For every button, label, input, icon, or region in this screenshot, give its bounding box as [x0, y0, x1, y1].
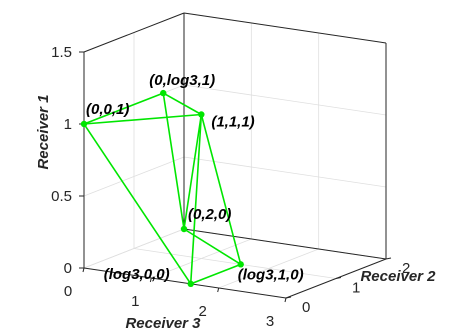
x-tick-mark	[217, 287, 220, 293]
z-tick-label: 1.5	[51, 44, 72, 61]
data-point	[237, 261, 244, 268]
y-tick-mark	[385, 257, 392, 260]
data-point	[187, 280, 194, 288]
edge	[83, 113, 202, 125]
grid-line	[183, 84, 387, 116]
x-tick-mark	[149, 277, 152, 283]
edge	[83, 92, 164, 125]
x-tick-mark	[284, 297, 287, 303]
x-axis-label: Receiver 3	[125, 315, 201, 332]
points	[80, 89, 244, 288]
x-tick-label: 2	[198, 303, 206, 320]
axis-box-edge	[83, 12, 185, 53]
y-tick-mark	[335, 277, 342, 279]
point-labels: (0,0,1) (0,log3,1) (1,1,1) (0,2,0) (log3,0,0…	[86, 72, 304, 283]
tick-labels: 0 1 2 3 0 1 2 0 0.5 1 1.5	[51, 44, 410, 330]
point-label: (1,1,1)	[211, 114, 254, 131]
x-tick-label: 1	[131, 293, 139, 310]
x-tick-label: 3	[266, 313, 274, 330]
axis-box-edge	[183, 228, 387, 260]
point-label: (0,0,1)	[86, 101, 129, 118]
grid-line	[183, 156, 387, 188]
data-point	[160, 89, 167, 97]
edges	[83, 92, 242, 285]
data-point	[180, 225, 188, 233]
point-label: (log3,1,0)	[238, 266, 304, 283]
z-axis-label: Receiver 1	[35, 94, 52, 169]
edge	[162, 92, 202, 116]
data-point	[198, 111, 205, 118]
grid-line	[133, 248, 337, 279]
edge	[200, 114, 242, 265]
edge	[83, 123, 192, 285]
edge	[183, 228, 242, 266]
point-label: (0,log3,1)	[149, 72, 215, 89]
x-tick-mark	[82, 267, 85, 273]
point-label: (0,2,0)	[188, 206, 231, 223]
edge	[190, 263, 242, 285]
z-tick-label: 0.5	[51, 188, 72, 205]
data-point	[80, 120, 88, 128]
axes-box	[79, 12, 392, 303]
y-tick-mark	[285, 296, 292, 299]
grid-line	[83, 156, 185, 197]
point-label: (log3,0,0)	[104, 266, 170, 283]
grid-lines	[83, 12, 387, 299]
y-tick-label: 1	[352, 280, 360, 297]
axis-box-edge	[83, 267, 287, 299]
z-tick-label: 0	[64, 260, 72, 277]
grid-line	[83, 228, 185, 269]
edge	[162, 92, 185, 230]
axis-box-edge	[183, 12, 387, 44]
x-tick-label: 0	[64, 283, 72, 300]
edge	[189, 114, 203, 284]
z-tick-label: 1	[64, 116, 72, 133]
edge	[183, 114, 203, 230]
y-tick-label: 2	[402, 260, 410, 277]
y-axis-label: Receiver 2	[360, 268, 436, 285]
y-tick-label: 0	[302, 299, 310, 316]
